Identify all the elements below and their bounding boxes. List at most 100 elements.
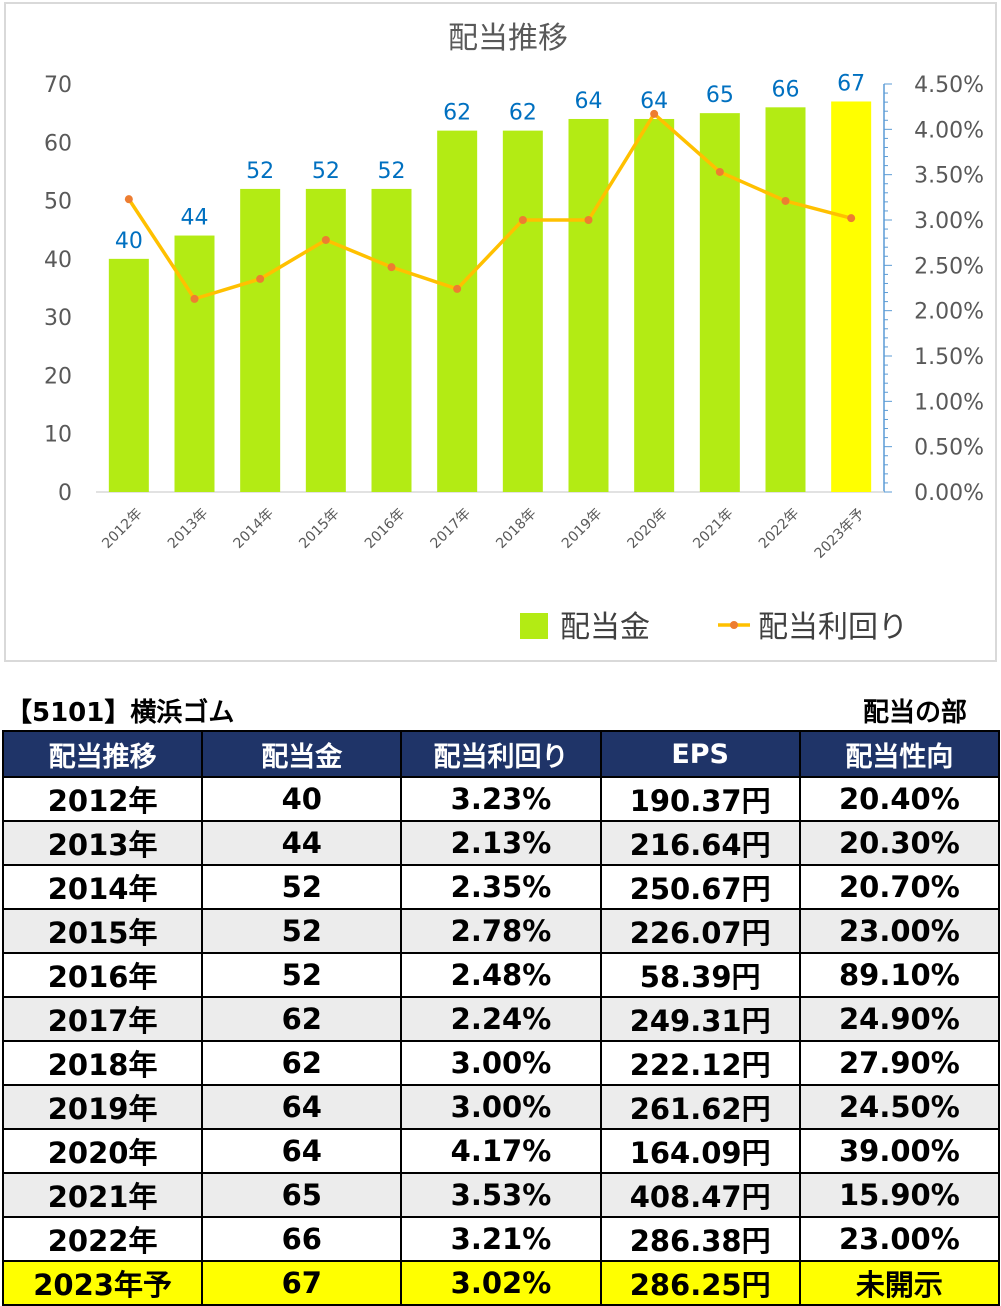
table-row: 2021年 65 3.53% 408.47円 15.90% (1, 1172, 1001, 1218)
yield-point (321, 235, 330, 244)
table-cell: 408.47円 (599, 1172, 801, 1218)
table-row: 2020年 64 4.17% 164.09円 39.00% (1, 1128, 1001, 1174)
table-cell: 2018年 (1, 1040, 204, 1086)
y-right-tick-label: 0.00% (914, 481, 984, 506)
yield-point (518, 216, 527, 224)
table-cell: 24.50% (798, 1084, 1001, 1130)
bar-data-label: 52 (312, 159, 340, 184)
table-row: 2012年 40 3.23% 190.37円 20.40% (1, 776, 1001, 822)
dividend-chart: 配当推移 0 10 20 30 40 50 60 70 0.00% 0.50% 1.00% 1.50% 2… (4, 2, 997, 662)
table-row: 2019年 64 3.00% 261.62円 24.50% (1, 1084, 1001, 1130)
table-cell: 3.23% (400, 776, 602, 822)
y-left-tick-label: 60 (44, 131, 72, 156)
table-cell: 52 (201, 864, 403, 910)
table-cell: 226.07円 (599, 908, 801, 954)
yield-point (650, 109, 659, 118)
bar-data-label: 44 (181, 206, 209, 231)
column-header-yield: 配当利回り (400, 730, 602, 778)
table-cell: 286.38円 (599, 1216, 801, 1262)
column-header-payout-ratio: 配当性向 (798, 730, 1001, 778)
yield-point (256, 274, 265, 283)
table-cell: 2.35% (400, 864, 602, 910)
bar (502, 130, 543, 492)
table-cell: 250.67円 (599, 864, 801, 910)
y-left-tick-label: 20 (44, 364, 72, 389)
table-cell: 52 (201, 952, 403, 998)
bar (240, 188, 281, 492)
bar (305, 188, 346, 492)
chart-svg: 配当推移 0 10 20 30 40 50 60 70 0.00% 0.50% 1.00% 1.50% 2… (44, 21, 984, 645)
bar-data-label: 52 (246, 159, 274, 184)
yield-point (715, 167, 724, 176)
table-cell: 27.90% (798, 1040, 1001, 1086)
table-cell: 20.40% (798, 776, 1001, 822)
yield-point (387, 263, 396, 272)
column-header-year: 配当推移 (1, 730, 204, 778)
table-cell: 261.62円 (599, 1084, 801, 1130)
y-left-tick-label: 10 (44, 423, 72, 448)
table-cell: 20.30% (798, 820, 1001, 866)
x-category-label: 2014年 (231, 506, 277, 552)
x-category-label: 2022年 (756, 506, 802, 552)
y-right-tick-label: 2.00% (914, 300, 984, 325)
x-category-label: 2023年予 (812, 506, 868, 562)
table-cell: 64 (201, 1084, 403, 1130)
bar-data-label: 67 (837, 71, 865, 96)
table-cell: 40 (201, 776, 403, 822)
table-cell: 2014年 (1, 864, 204, 910)
x-category-label: 2019年 (559, 506, 605, 552)
column-header-dividend: 配当金 (201, 730, 403, 778)
table-cell: 190.37円 (599, 776, 801, 822)
column-header-eps: EPS (599, 730, 801, 778)
x-category-label: 2015年 (296, 506, 342, 552)
table-row: 2013年 44 2.13% 216.64円 20.30% (1, 820, 1001, 866)
table-row: 2018年 62 3.00% 222.12円 27.90% (1, 1040, 1001, 1086)
table-cell: 58.39円 (599, 952, 801, 998)
legend-label-yield: 配当利回り (758, 610, 908, 645)
yield-line (127, 112, 852, 301)
x-category-label: 2013年 (165, 506, 211, 552)
yield-point (781, 196, 790, 205)
y-right-tick-label: 4.00% (914, 118, 984, 143)
table-cell: 249.31円 (599, 996, 801, 1042)
yield-point (847, 214, 856, 223)
bar-data-label: 64 (640, 89, 668, 114)
table-cell: 164.09円 (599, 1128, 801, 1174)
x-category-label: 2020年 (625, 506, 671, 552)
yield-point (584, 216, 593, 224)
table-cell: 65 (201, 1172, 403, 1218)
table-cell: 44 (201, 820, 403, 866)
table-cell: 23.00% (798, 1216, 1001, 1262)
table-cell: 89.10% (798, 952, 1001, 998)
table-cell: 2.13% (400, 820, 602, 866)
y-left-tick-label: 70 (44, 73, 72, 98)
table-cell: 39.00% (798, 1128, 1001, 1174)
y-right-tick-label: 4.50% (914, 73, 984, 98)
y-right-tick-label: 2.50% (914, 254, 984, 279)
table-row: 2016年 52 2.48% 58.39円 89.10% (1, 952, 1001, 998)
table-cell: 2016年 (1, 952, 204, 998)
table-cell: 3.00% (400, 1040, 602, 1086)
legend-swatch-yield-marker (730, 621, 738, 629)
table-row: 2022年 66 3.21% 286.38円 23.00% (1, 1216, 1001, 1262)
bar-data-label: 62 (443, 101, 471, 126)
bar (371, 188, 412, 492)
bar (174, 235, 215, 493)
table-cell: 52 (201, 908, 403, 954)
bar-data-label: 40 (115, 229, 143, 254)
table-cell: 2020年 (1, 1128, 204, 1174)
x-category-label: 2021年 (690, 506, 736, 552)
table-cell: 3.21% (400, 1216, 602, 1262)
yield-point (453, 284, 462, 293)
table-cell: 未開示 (798, 1260, 1001, 1306)
table-cell: 15.90% (798, 1172, 1001, 1218)
table-cell: 216.64円 (599, 820, 801, 866)
table-cell: 2.48% (400, 952, 602, 998)
table-cell: 2015年 (1, 908, 204, 954)
table-row: 2023年予 67 3.02% 286.25円 未開示 (1, 1260, 1001, 1306)
bar (568, 118, 609, 492)
table-cell: 62 (201, 1040, 403, 1086)
table-cell: 2019年 (1, 1084, 204, 1130)
table-cell: 2.24% (400, 996, 602, 1042)
bar-data-label: 52 (378, 159, 406, 184)
